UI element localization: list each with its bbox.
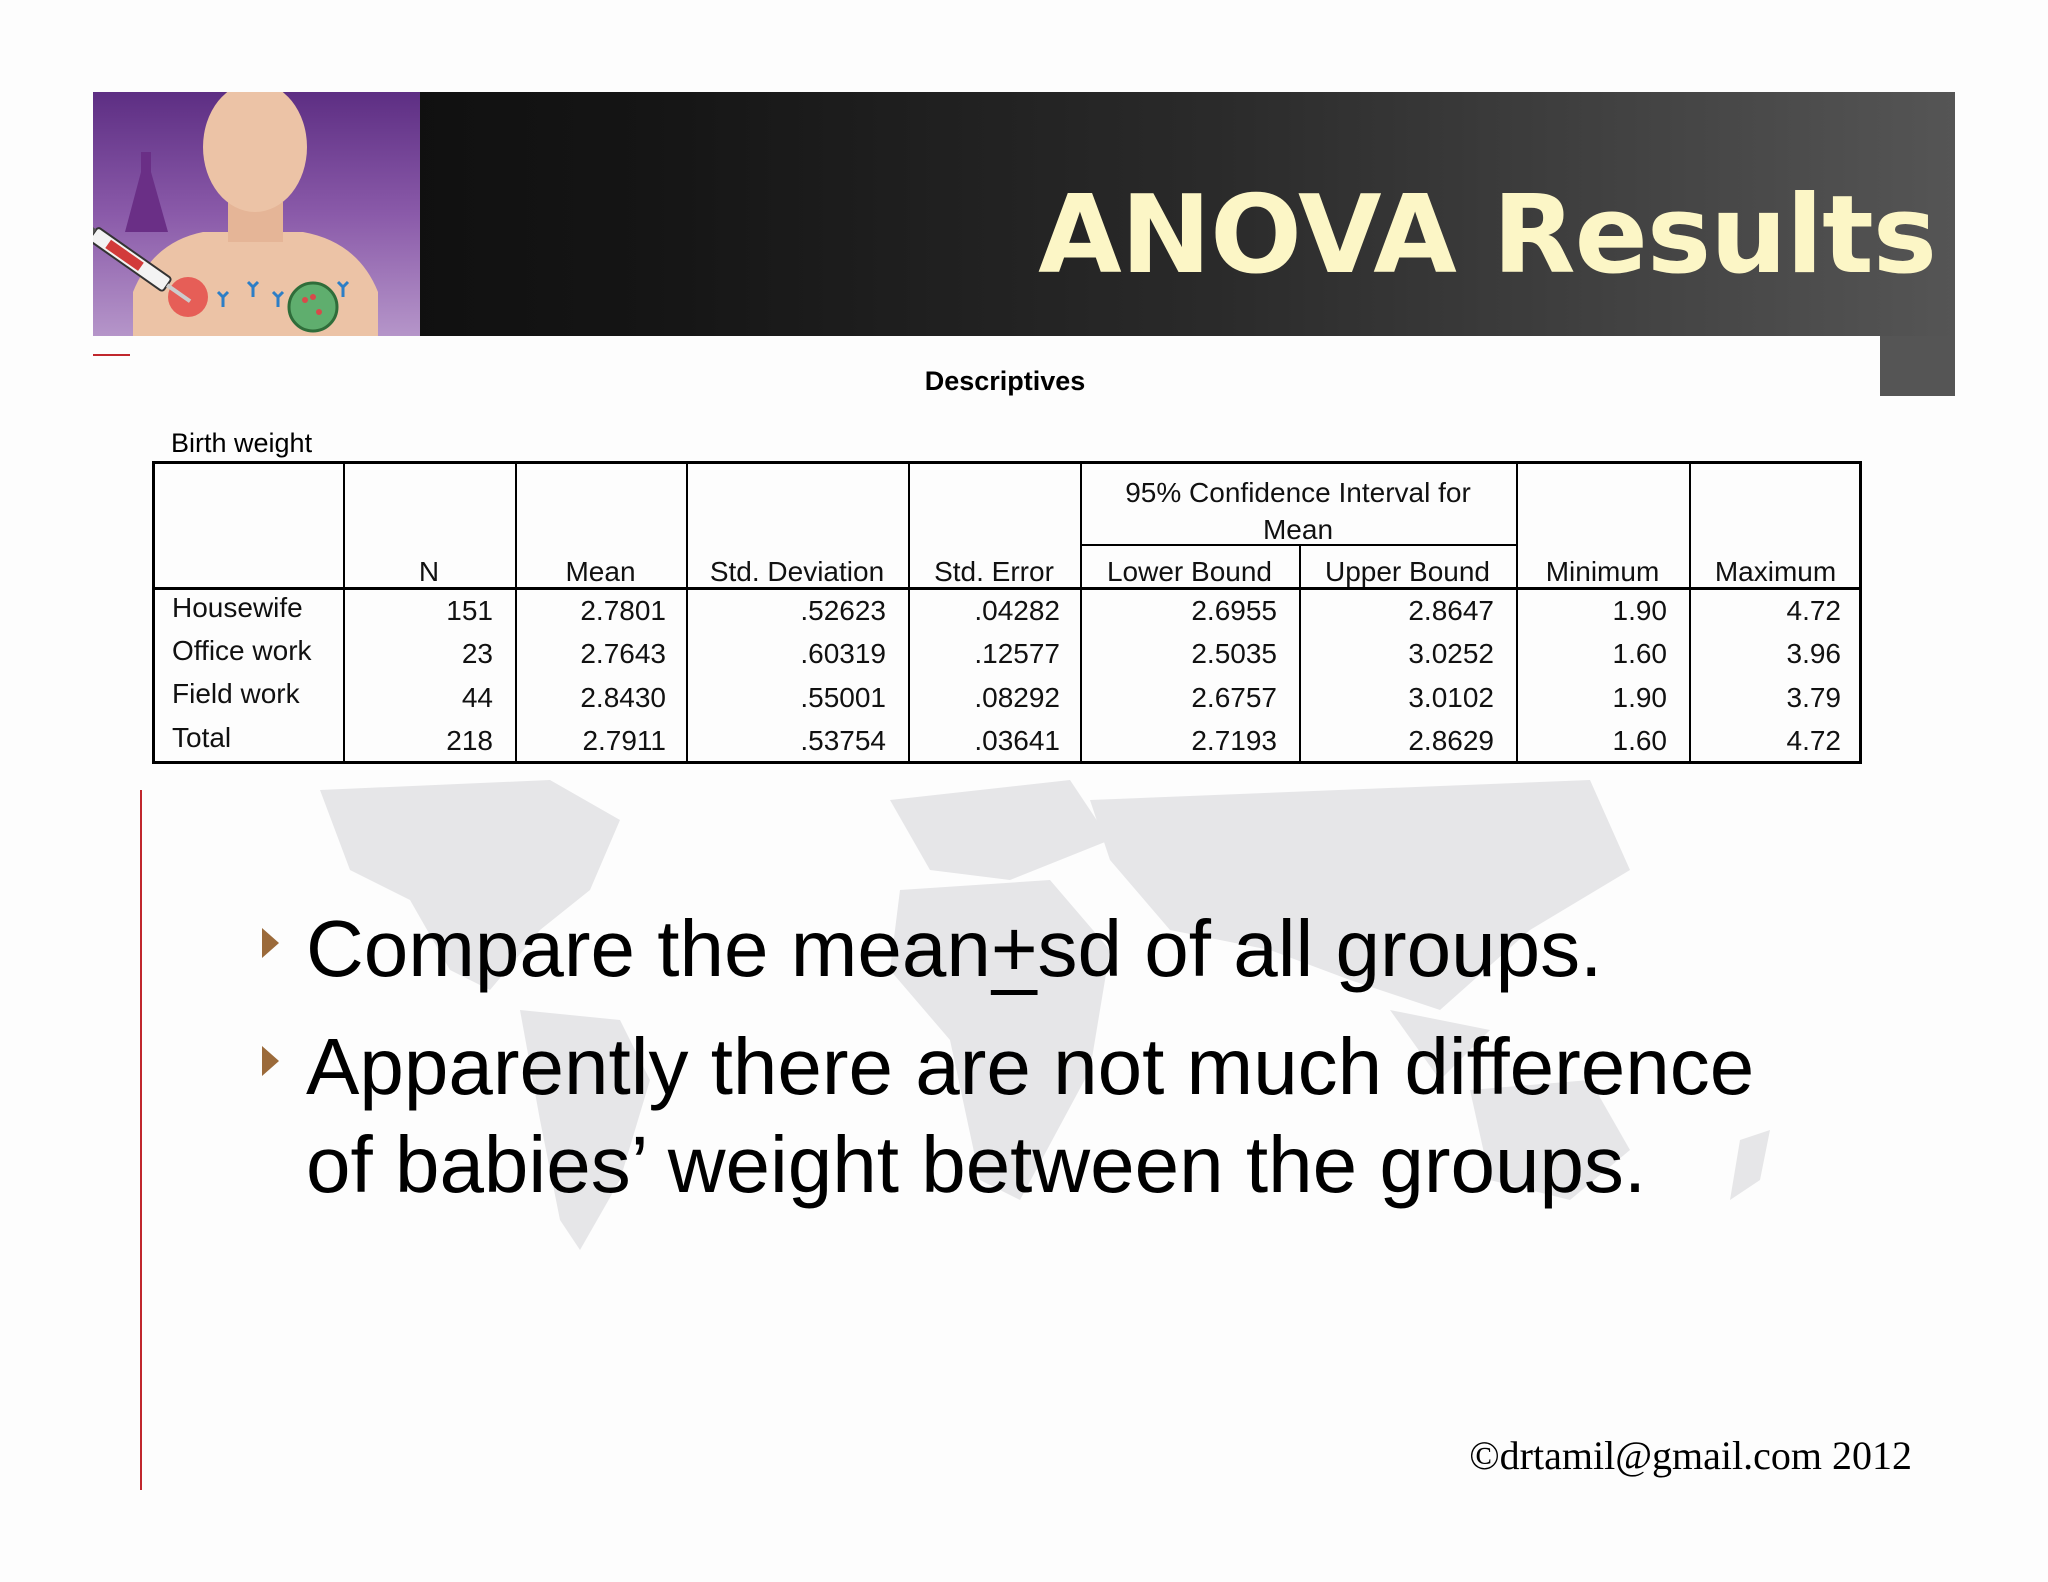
header-medical-illustration (93, 92, 420, 336)
descriptives-table: 95% Confidence Interval for Mean N Mean … (152, 461, 1862, 764)
table-cell: 2.8647 (1408, 595, 1494, 626)
table-title: Descriptives (924, 366, 1086, 396)
table-cell: 2.7911 (582, 725, 666, 756)
column-divider (1299, 545, 1301, 761)
table-cell: 23 (461, 638, 493, 669)
table-cell: 1.90 (1612, 595, 1668, 626)
table-cell: .03641 (974, 725, 1060, 756)
column-header: Lower Bound (1106, 556, 1272, 587)
table-cell: .52623 (800, 595, 886, 626)
table-cell: .12577 (974, 638, 1060, 669)
bullet-arrow-icon (262, 1046, 279, 1076)
column-divider (686, 464, 688, 761)
table-cell: 2.6955 (1191, 595, 1277, 626)
variable-label: Birth weight (171, 428, 313, 458)
table-cell: 3.79 (1786, 682, 1842, 713)
table-cell: 2.8430 (580, 682, 666, 713)
column-divider (515, 464, 517, 761)
bullet-1-text-end: sd of all groups. (1037, 904, 1603, 993)
column-divider (1080, 464, 1082, 761)
table-cell: 3.0252 (1408, 638, 1494, 669)
world-map-watermark (320, 780, 1770, 1250)
table-cell: 2.8629 (1408, 725, 1494, 756)
table-cell: .04282 (974, 595, 1060, 626)
header-accent-line-left (93, 354, 133, 356)
left-accent-line (140, 790, 142, 1490)
table-cell: 4.72 (1786, 725, 1842, 756)
bullet-1: Compare the mean+sd of all groups. (306, 900, 1826, 998)
column-divider (908, 464, 910, 761)
table-cell: 1.90 (1612, 682, 1668, 713)
column-header: Maximum (1714, 556, 1837, 587)
table-cell: .08292 (974, 682, 1060, 713)
table-cell: 151 (446, 595, 493, 626)
column-divider (1689, 464, 1691, 761)
ci-subheader-line (1080, 544, 1516, 546)
table-cell: 2.7193 (1191, 725, 1277, 756)
table-cell: 1.60 (1612, 638, 1668, 669)
row-label: Office work (172, 635, 312, 666)
plus-minus-symbol: + (990, 904, 1038, 993)
table-cell: .53754 (800, 725, 886, 756)
table-cell: 4.72 (1786, 595, 1842, 626)
row-label: Total (172, 722, 232, 753)
slide-title: ANOVA Results (1038, 173, 1937, 298)
header-tab (1880, 336, 1955, 396)
column-header: Upper Bound (1324, 556, 1490, 587)
table-cell: 2.7801 (580, 595, 666, 626)
table-cell: 2.5035 (1191, 638, 1277, 669)
table-cell: .55001 (800, 682, 886, 713)
column-header: Minimum (1545, 556, 1660, 587)
bullet-2: Apparently there are not much difference… (306, 1022, 1755, 1209)
column-header: Std. Error (934, 556, 1054, 587)
table-cell: 3.0102 (1408, 682, 1494, 713)
row-label: Housewife (172, 592, 303, 623)
table-panel (130, 336, 1880, 776)
column-header: N (418, 556, 440, 587)
vaccination-illustration-icon (93, 92, 378, 336)
column-header: Std. Deviation (709, 556, 885, 587)
header-divider (155, 587, 1859, 590)
ci-header-line2: Mean (1262, 514, 1334, 545)
row-label: Field work (172, 678, 300, 709)
table-cell: 2.6757 (1191, 682, 1277, 713)
bullet-arrow-icon (262, 928, 279, 958)
column-divider (343, 464, 345, 761)
table-cell: 2.7643 (580, 638, 666, 669)
column-divider (1516, 464, 1518, 761)
copyright-footer: ©drtamil@gmail.com 2012 (1469, 1433, 1912, 1478)
bullet-1-text: Compare the mean (306, 904, 991, 993)
ci-header-line1: 95% Confidence Interval for (1125, 477, 1471, 508)
table-cell: 44 (461, 682, 493, 713)
table-cell: 3.96 (1786, 638, 1842, 669)
column-header: Mean (565, 556, 636, 587)
table-cell: 1.60 (1612, 725, 1668, 756)
table-cell: 218 (446, 725, 493, 756)
table-cell: .60319 (800, 638, 886, 669)
